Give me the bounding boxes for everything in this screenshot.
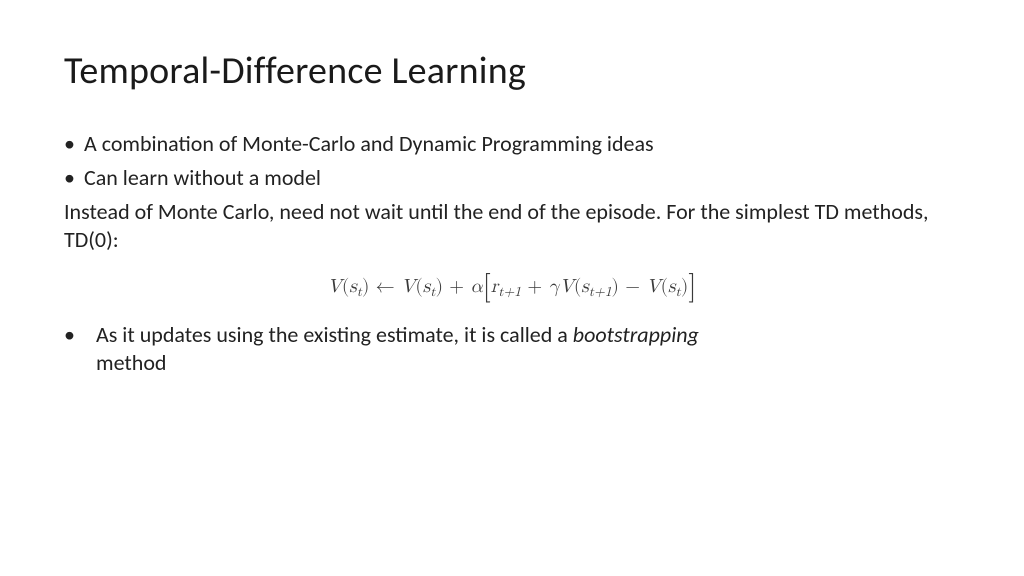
rbracket: ] [688, 271, 696, 301]
fn-V: V [646, 277, 660, 296]
slide: Temporal-Difference Learning A combinati… [0, 0, 1024, 576]
bullet-text-ital: bootstrapping [573, 321, 699, 348]
fn-V: V [328, 277, 342, 296]
sub-t: t [430, 284, 435, 298]
bullet-item-bootstrap: As it updates using the existing estimat… [64, 321, 960, 377]
sub-t: t [357, 284, 362, 298]
var-s: s [581, 277, 589, 296]
minus: − [619, 277, 646, 296]
fn-V: V [560, 277, 574, 296]
sub-t: t [676, 284, 681, 298]
bullet-list-top: A combination of Monte-Carlo and Dynamic… [64, 130, 960, 192]
fn-V: V [401, 277, 415, 296]
formula-container: V(st) ← V(st) + α[rt+1 + γV(st+1) − V(st… [64, 271, 960, 301]
plus: + [443, 277, 470, 296]
sub-tp1: t+1 [589, 284, 612, 298]
gamma: γ [548, 277, 559, 296]
var-s: s [668, 277, 676, 296]
bullet-item: Can learn without a model [64, 164, 960, 192]
slide-title: Temporal-Difference Learning [64, 48, 960, 94]
sub-tp1: t+1 [498, 284, 521, 298]
bullet-text-pre: As it updates using the existing estimat… [96, 321, 573, 348]
alpha: α [470, 277, 482, 296]
slide-body: A combination of Monte-Carlo and Dynamic… [64, 130, 960, 377]
plus: + [521, 277, 548, 296]
td0-update-formula: V(st) ← V(st) + α[rt+1 + γV(st+1) − V(st… [328, 275, 697, 301]
bullet-item: A combination of Monte-Carlo and Dynamic… [64, 130, 960, 158]
bullet-text-post: method [96, 349, 960, 377]
paragraph: Instead of Monte Carlo, need not wait un… [64, 198, 960, 254]
lbracket: [ [483, 271, 491, 301]
arrow: ← [369, 277, 401, 296]
var-s: s [349, 277, 357, 296]
